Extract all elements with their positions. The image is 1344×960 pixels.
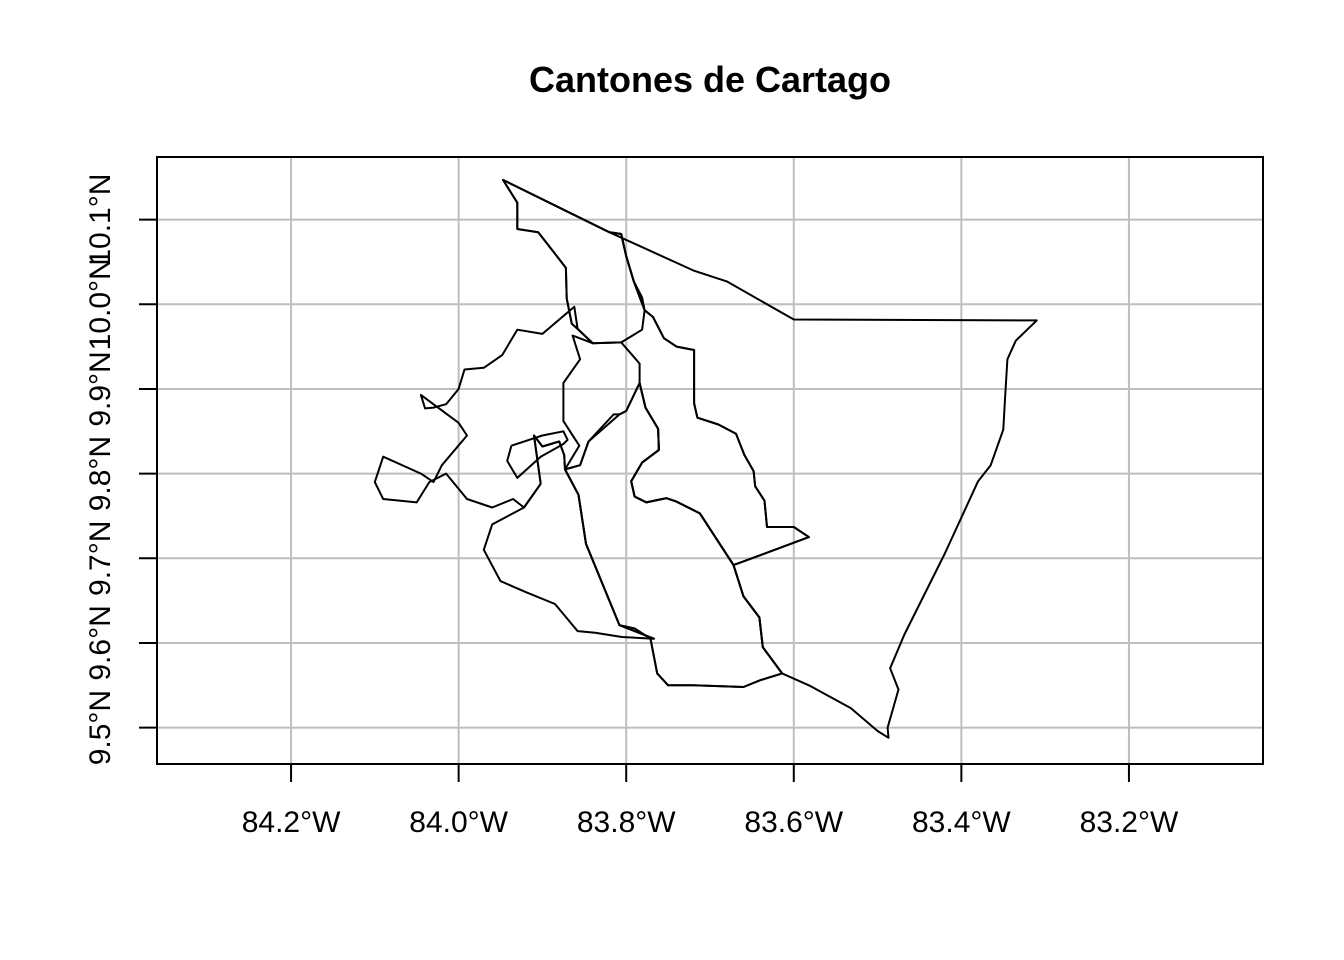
map-title: Cantones de Cartago (529, 59, 891, 100)
longitude-tick-label: 83.6°W (744, 806, 843, 839)
latitude-tick-label: 10.1°N (84, 174, 117, 266)
plot-frame (156, 156, 1264, 765)
latitude-tick-label: 10.0°N (84, 258, 117, 350)
longitude-tick-label: 83.2°W (1080, 806, 1179, 839)
canton-boundary (502, 178, 810, 567)
canton-boundary (502, 179, 646, 345)
graticule (157, 157, 1263, 764)
longitude-tick-label: 84.0°W (409, 806, 508, 839)
canton-boundary (609, 231, 1038, 739)
canton-boundaries (373, 178, 1038, 739)
latitude-tick-label: 9.7°N (84, 521, 117, 596)
latitude-tick-label: 9.9°N (84, 351, 117, 426)
latitude-tick-label: 9.8°N (84, 436, 117, 511)
longitude-tick-label: 83.4°W (912, 806, 1011, 839)
canton-boundary (506, 430, 569, 479)
latitude-tick-label: 9.5°N (84, 690, 117, 765)
latitude-tick-label: 9.6°N (84, 605, 117, 680)
longitude-tick-label: 83.8°W (577, 806, 676, 839)
canton-boundary (564, 382, 784, 688)
latitude-axis: 9.5°N 9.6°N 9.7°N 9.8°N 9.9°N10.0°N10.1°N (84, 174, 157, 765)
canton-boundary (564, 382, 784, 688)
longitude-axis: 84.2°W 84.0°W 83.8°W 83.6°W 83.4°W 83.2°W (242, 764, 1179, 839)
longitude-tick-label: 84.2°W (242, 806, 341, 839)
canton-boundary (373, 305, 594, 509)
